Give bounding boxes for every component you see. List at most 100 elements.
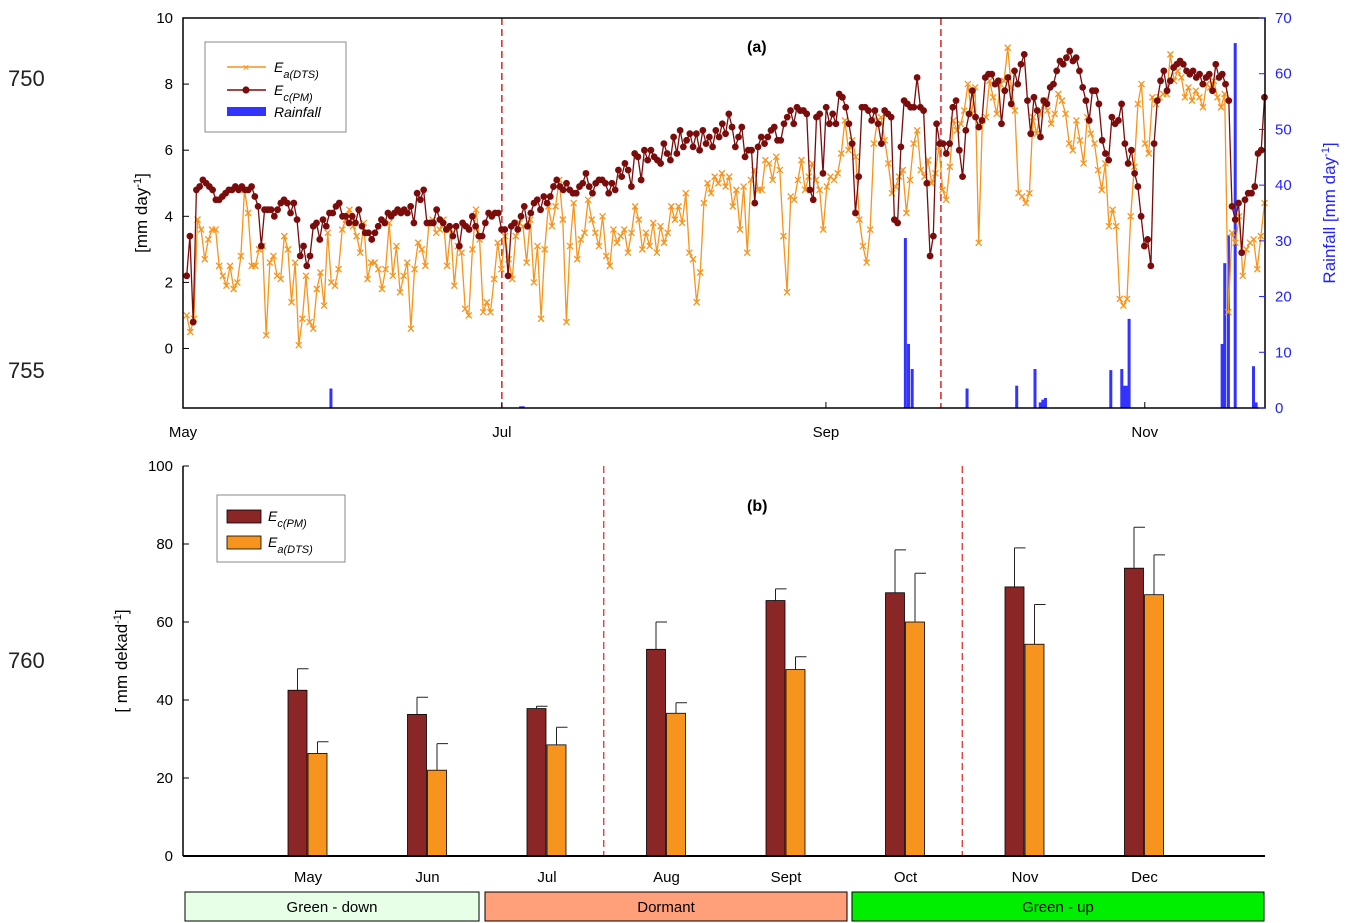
- ea-dts-point-179: [830, 176, 838, 184]
- b-ytick-label-3: 60: [156, 614, 173, 631]
- ec-pm-point-36: [300, 242, 307, 250]
- errbar-ea-dts--jun: [436, 743, 448, 771]
- ea-dts-point-279: [1192, 87, 1200, 95]
- a-legend-ec-marker: [242, 86, 250, 94]
- ec-pm-point-136: [624, 166, 632, 174]
- ea-dts-point-149: [722, 183, 730, 191]
- ea-dts-point-203: [917, 166, 925, 174]
- ea-dts-point-211: [946, 163, 954, 171]
- ea-dts-point-186: [855, 216, 863, 224]
- b-legend-box: [216, 494, 346, 563]
- ec-pm-point-92: [481, 219, 489, 227]
- ec-pm-point-217: [887, 113, 895, 121]
- b-ytick-label-5: 100: [148, 458, 173, 475]
- ec-pm-point-38: [306, 252, 314, 260]
- ec-pm-point-285: [1108, 113, 1116, 121]
- ea-dts-point-101: [548, 222, 556, 230]
- ea-dts-point-297: [1257, 232, 1265, 240]
- ea-dts-point-22: [262, 331, 270, 339]
- ec-pm-point-149: [666, 156, 674, 164]
- ec-pm-point-255: [1011, 67, 1018, 75]
- ec-pm-point-204: [845, 120, 853, 128]
- ec-pm-point-250: [994, 77, 1002, 85]
- ea-dts-point-91: [512, 232, 520, 240]
- errbar-ea-dts--may: [317, 741, 329, 754]
- ec-pm-point-253: [1004, 74, 1012, 81]
- rainfall-bar-0: [329, 388, 333, 408]
- ec-pm-point-243: [972, 113, 979, 121]
- ec-pm-point-72: [417, 196, 424, 204]
- ea-dts-point-72: [443, 262, 451, 270]
- ec-pm-point-143: [647, 146, 655, 154]
- ea-dts-point-181: [837, 150, 845, 157]
- ec-pm-point-35: [296, 252, 304, 260]
- bar-ec-pm--aug: [646, 648, 666, 857]
- b-y-axis-ticks: 0 20 40 60 80 100: [148, 458, 189, 865]
- ec-pm-point-239: [959, 173, 966, 181]
- ea-dts-point-119: [613, 239, 621, 247]
- phase-dormant-label: Dormant: [637, 899, 695, 916]
- errbar-ea-dts--nov: [1034, 603, 1046, 645]
- ea-dts-point-276: [1181, 93, 1189, 101]
- ec-pm-point-227: [920, 107, 928, 114]
- ec-pm-point-181: [770, 123, 778, 131]
- ea-dts-point-98: [537, 315, 545, 323]
- ea-dts-point-43: [338, 226, 346, 233]
- ea-dts-point-50: [364, 275, 371, 283]
- ec-pm-point-211: [868, 117, 876, 124]
- ec-pm-point-175: [751, 199, 759, 207]
- a-y2tick-label-5: 50: [1275, 121, 1292, 138]
- ec-pm-point-150: [670, 133, 678, 141]
- ec-pm-point-213: [874, 120, 882, 128]
- ea-dts-point-168: [790, 196, 798, 204]
- ec-pm-point-53: [355, 206, 363, 214]
- bar-ea-dts--oct: [905, 621, 925, 857]
- b-xtick-label-0: May: [294, 869, 323, 886]
- ec-pm-point-315: [1205, 70, 1213, 78]
- ec-pm-point-167: [725, 110, 733, 118]
- ea-dts-point-289: [1228, 229, 1236, 237]
- ea-dts-series: [183, 44, 1268, 349]
- ea-dts-point-31: [295, 341, 303, 349]
- ea-dts-point-239: [1047, 120, 1055, 128]
- ea-dts-point-13: [230, 285, 238, 293]
- ea-dts-point-8: [212, 226, 220, 233]
- ea-dts-point-64: [414, 239, 422, 247]
- errbar-ec-pm--dec: [1133, 526, 1145, 569]
- ec-pm-point-238: [955, 146, 963, 154]
- ea-dts-point-177: [823, 183, 831, 191]
- ec-pm-point-329: [1251, 183, 1259, 190]
- ea-dts-point-257: [1112, 222, 1120, 230]
- ec-pm-point-109: [537, 206, 544, 214]
- a-y2tick-label-7: 70: [1275, 10, 1292, 27]
- ea-dts-point-35: [309, 325, 317, 333]
- ec-pm-point-42: [319, 216, 327, 224]
- ec-pm-point-177: [757, 133, 765, 141]
- phase-green-down-label: Green - down: [287, 899, 378, 916]
- ec-pm-point-207: [855, 173, 863, 181]
- line-number-750: 750: [8, 66, 45, 91]
- a-legend-ec-label: Ec(PM): [274, 82, 313, 104]
- ec-pm-point-110: [540, 193, 548, 200]
- ec-pm-point-174: [748, 146, 755, 154]
- ec-pm-point-57: [368, 236, 376, 243]
- ea-dts-point-54: [378, 285, 386, 293]
- ec-pm-point-295: [1140, 242, 1148, 250]
- ec-pm-point-212: [871, 107, 879, 114]
- ea-dts-point-1: [186, 328, 194, 336]
- ec-pm-point-291: [1127, 146, 1135, 154]
- rainfall-bar-1: [519, 406, 523, 408]
- ea-dts-point-152: [732, 186, 740, 194]
- rainfall-bar-13: [1120, 369, 1124, 408]
- ec-pm-point-49: [342, 212, 350, 220]
- ea-dts-point-240: [1051, 110, 1059, 118]
- ea-dts-point-146: [711, 173, 719, 181]
- ea-dts-point-154: [740, 183, 748, 191]
- panel-a-label: (a): [747, 39, 767, 56]
- rainfall-bar-5: [910, 369, 914, 408]
- ec-pm-point-200: [832, 120, 840, 128]
- line-number-760: 760: [8, 648, 45, 673]
- ea-dts-point-144: [704, 179, 711, 187]
- ea-dts-point-0: [183, 311, 191, 319]
- ea-dts-point-162: [769, 176, 777, 184]
